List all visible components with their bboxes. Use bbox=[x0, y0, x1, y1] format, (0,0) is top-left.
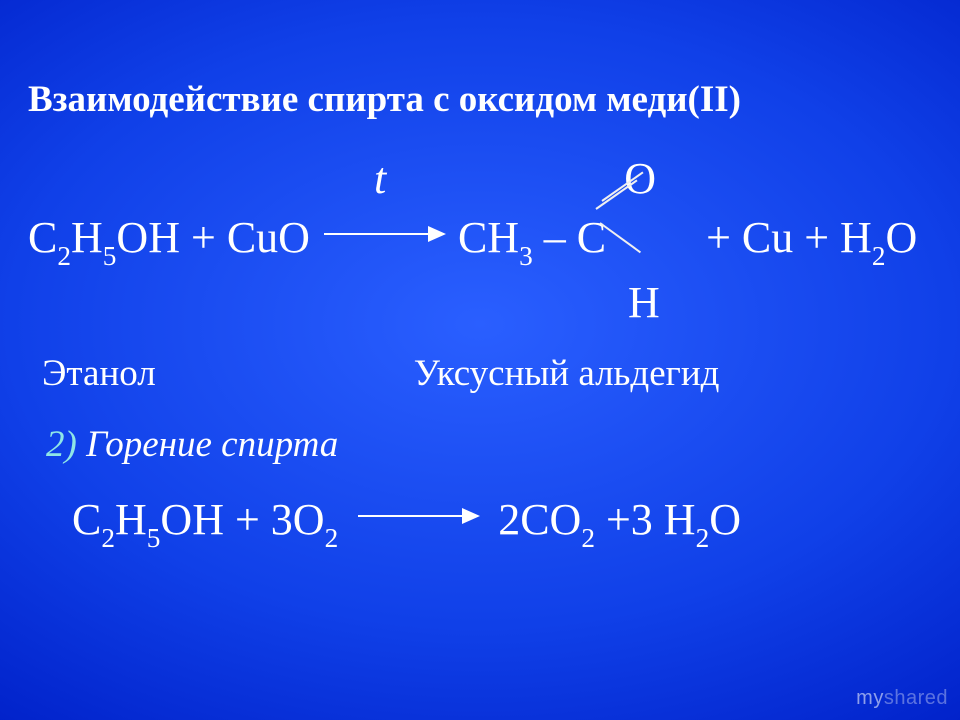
txt: – C bbox=[533, 213, 606, 262]
eq1-rhs: CH3 – C + Cu + H2O bbox=[458, 212, 917, 269]
eq1-main: С2Н5ОН + CuO CH3 – C + Cu + H2O bbox=[28, 212, 932, 269]
txt: Н bbox=[115, 495, 147, 544]
label-acetaldehyde: Уксусный альдегид bbox=[414, 352, 720, 395]
watermark-my: my bbox=[856, 687, 884, 709]
txt: С bbox=[28, 213, 57, 262]
label-ethanol: Этанол bbox=[42, 352, 156, 395]
section-2-number: 2) bbox=[46, 424, 77, 465]
section-2-title: 2) Горение спирта bbox=[46, 423, 932, 466]
hydrogen-aldehyde: H bbox=[628, 277, 660, 328]
sub: 2 bbox=[57, 241, 71, 271]
watermark-rest: shared bbox=[884, 687, 948, 709]
txt: ОН + 3О bbox=[160, 495, 324, 544]
sub: 5 bbox=[103, 241, 117, 271]
eq1-top-row: t O bbox=[28, 153, 932, 204]
temperature-label: t bbox=[374, 153, 386, 204]
eq2-lhs: С2Н5ОН + 3О2 bbox=[72, 494, 338, 551]
oxygen-aldehyde: O bbox=[624, 153, 656, 204]
txt: 2СО bbox=[498, 495, 581, 544]
reaction-arrow-2 bbox=[358, 515, 478, 517]
labels-row: Этанол Уксусный альдегид bbox=[28, 352, 932, 395]
sub: 2 bbox=[325, 523, 339, 553]
sub: 2 bbox=[696, 523, 710, 553]
txt: Н bbox=[71, 213, 103, 262]
eq2-rhs: 2СО2 +3 Н2О bbox=[498, 494, 741, 551]
sub: 2 bbox=[101, 523, 115, 553]
eq1-lhs: С2Н5ОН + CuO bbox=[28, 212, 310, 269]
sub: 2 bbox=[581, 523, 595, 553]
txt: ОН bbox=[116, 213, 180, 262]
sub: 2 bbox=[872, 241, 886, 271]
sub: 3 bbox=[519, 241, 533, 271]
watermark: myshared bbox=[856, 687, 948, 710]
section-2-text: Горение спирта bbox=[77, 424, 338, 465]
txt: + Cu + H bbox=[706, 213, 872, 262]
txt: CH bbox=[458, 213, 519, 262]
txt: С bbox=[72, 495, 101, 544]
sub: 5 bbox=[147, 523, 161, 553]
eq1-bottom-row: H bbox=[28, 277, 932, 328]
txt: +3 Н bbox=[595, 495, 696, 544]
txt: O bbox=[885, 213, 917, 262]
section-1-title: Взаимодействие спирта с оксидом меди(II) bbox=[28, 78, 932, 121]
reaction-arrow-1 bbox=[324, 233, 444, 235]
txt: О bbox=[709, 495, 741, 544]
eq2-combustion: С2Н5ОН + 3О2 2СО2 +3 Н2О bbox=[72, 494, 932, 551]
txt: + bbox=[180, 213, 227, 262]
txt: CuO bbox=[227, 213, 310, 262]
